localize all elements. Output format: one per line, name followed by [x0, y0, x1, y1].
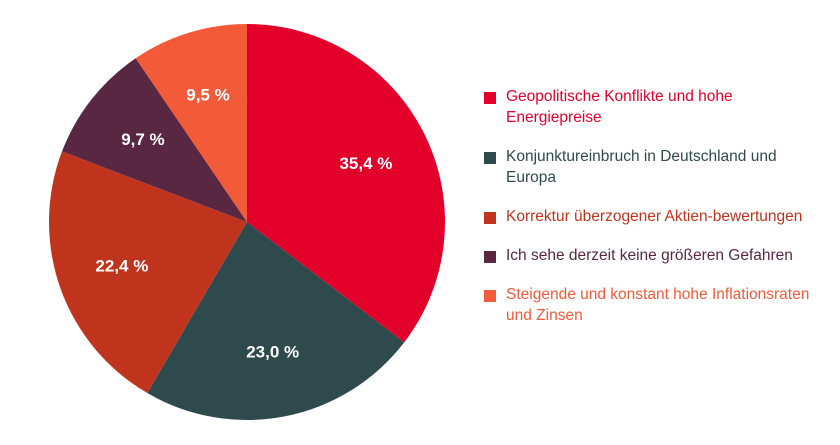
legend-swatch — [484, 290, 496, 302]
legend-item-1: Geopolitische Konflikte und hohe Energie… — [484, 86, 824, 128]
pie-slice-4 — [62, 58, 247, 223]
slice-value-label-1: 35,4 % — [339, 154, 392, 173]
pie-slice-1 — [247, 24, 445, 343]
pie-slice-3 — [48, 151, 247, 394]
legend-label: Steigende und konstant hohe Inflationsra… — [506, 286, 810, 324]
slice-value-label-2: 23,0 % — [246, 343, 299, 362]
legend-swatch — [484, 212, 496, 224]
pie-chart: 35,4 % 23,0 % 22,4 % 9,7 % 9,5 % — [48, 24, 445, 420]
legend-item-5: Steigende und konstant hohe Inflationsra… — [484, 284, 824, 326]
slice-value-label-5: 9,5 % — [186, 86, 229, 105]
legend-label: Geopolitische Konflikte und hohe Energie… — [506, 88, 733, 126]
legend-swatch — [484, 152, 496, 164]
pie-slice-5 — [135, 24, 247, 222]
pie-value-labels: 35,4 % 23,0 % 22,4 % 9,7 % 9,5 % — [95, 86, 392, 362]
legend: Geopolitische Konflikte und hohe Energie… — [484, 86, 824, 344]
legend-label: Konjunktureinbruch in Deutschland und Eu… — [506, 148, 777, 186]
legend-swatch — [484, 251, 496, 263]
legend-label: Ich sehe derzeit keine größeren Gefahren — [506, 247, 793, 264]
legend-item-3: Korrektur überzogener Aktien-bewertungen — [484, 206, 824, 227]
legend-swatch — [484, 92, 496, 104]
slice-value-label-3: 22,4 % — [95, 257, 148, 276]
slice-value-label-4: 9,7 % — [121, 130, 164, 149]
legend-label: Korrektur überzogener Aktien-bewertungen — [506, 208, 803, 225]
pie-slices — [48, 24, 445, 420]
legend-item-4: Ich sehe derzeit keine größeren Gefahren — [484, 245, 824, 266]
pie-slice-2 — [147, 222, 405, 420]
legend-item-2: Konjunktureinbruch in Deutschland und Eu… — [484, 146, 824, 188]
